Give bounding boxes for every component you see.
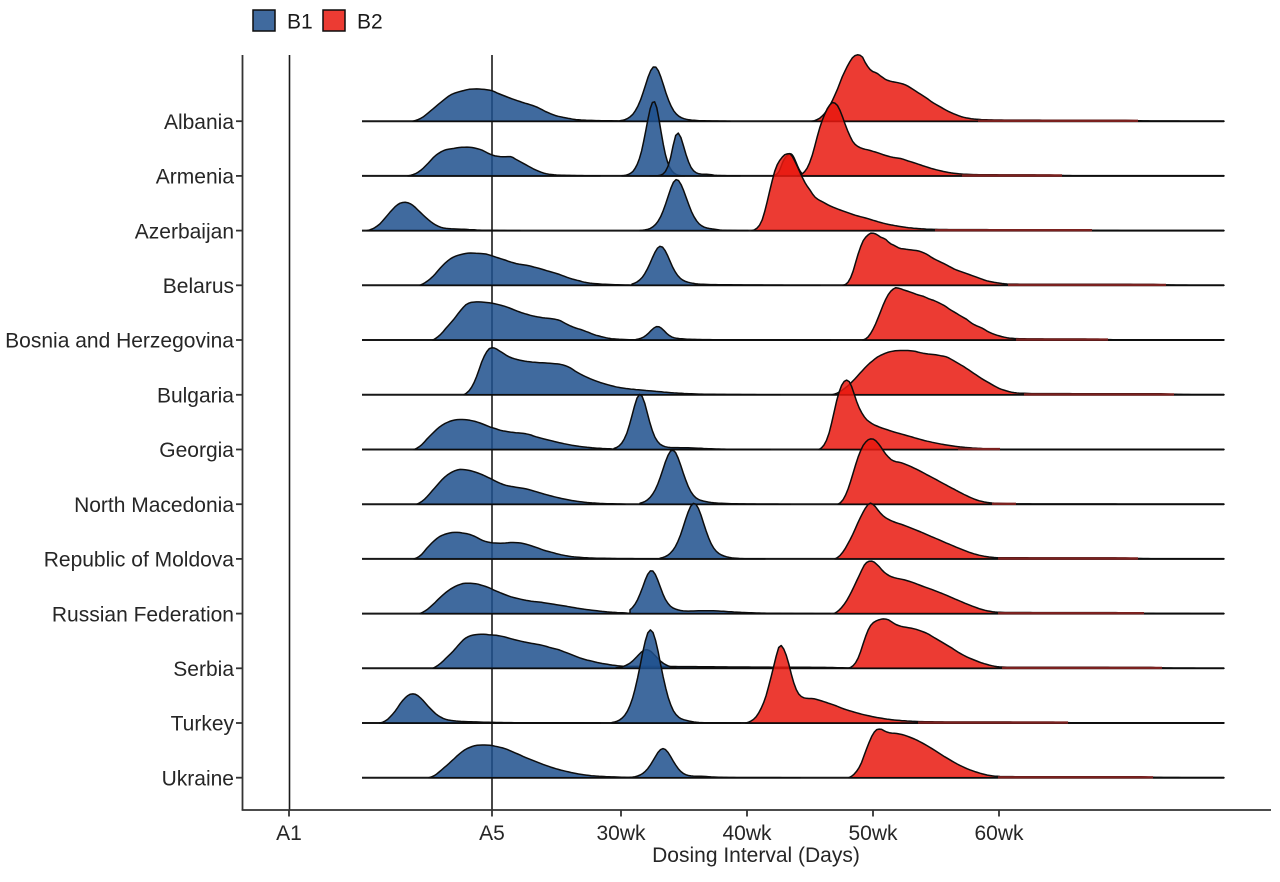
svg-text:Belarus: Belarus bbox=[163, 275, 234, 298]
svg-text:Bosnia and Herzegovina: Bosnia and Herzegovina bbox=[5, 330, 234, 353]
svg-text:Armenia: Armenia bbox=[156, 166, 235, 189]
svg-text:B1: B1 bbox=[287, 11, 313, 34]
svg-text:Bulgaria: Bulgaria bbox=[157, 384, 234, 407]
svg-text:50wk: 50wk bbox=[848, 822, 898, 845]
svg-text:Russian Federation: Russian Federation bbox=[52, 603, 234, 626]
svg-text:30wk: 30wk bbox=[596, 822, 646, 845]
svg-text:Azerbaijan: Azerbaijan bbox=[135, 220, 234, 243]
svg-text:Ukraine: Ukraine bbox=[162, 767, 234, 790]
svg-text:Georgia: Georgia bbox=[159, 439, 234, 462]
svg-text:Albania: Albania bbox=[164, 111, 234, 134]
svg-text:60wk: 60wk bbox=[974, 822, 1024, 845]
svg-text:A5: A5 bbox=[479, 822, 505, 845]
svg-text:Dosing Interval (Days): Dosing Interval (Days) bbox=[652, 844, 860, 867]
svg-text:North Macedonia: North Macedonia bbox=[74, 494, 234, 517]
svg-text:40wk: 40wk bbox=[722, 822, 772, 845]
svg-text:B2: B2 bbox=[357, 11, 383, 34]
svg-text:Republic of Moldova: Republic of Moldova bbox=[44, 549, 235, 572]
svg-text:Turkey: Turkey bbox=[171, 713, 235, 736]
svg-text:Serbia: Serbia bbox=[173, 658, 234, 681]
svg-text:A1: A1 bbox=[276, 822, 302, 845]
